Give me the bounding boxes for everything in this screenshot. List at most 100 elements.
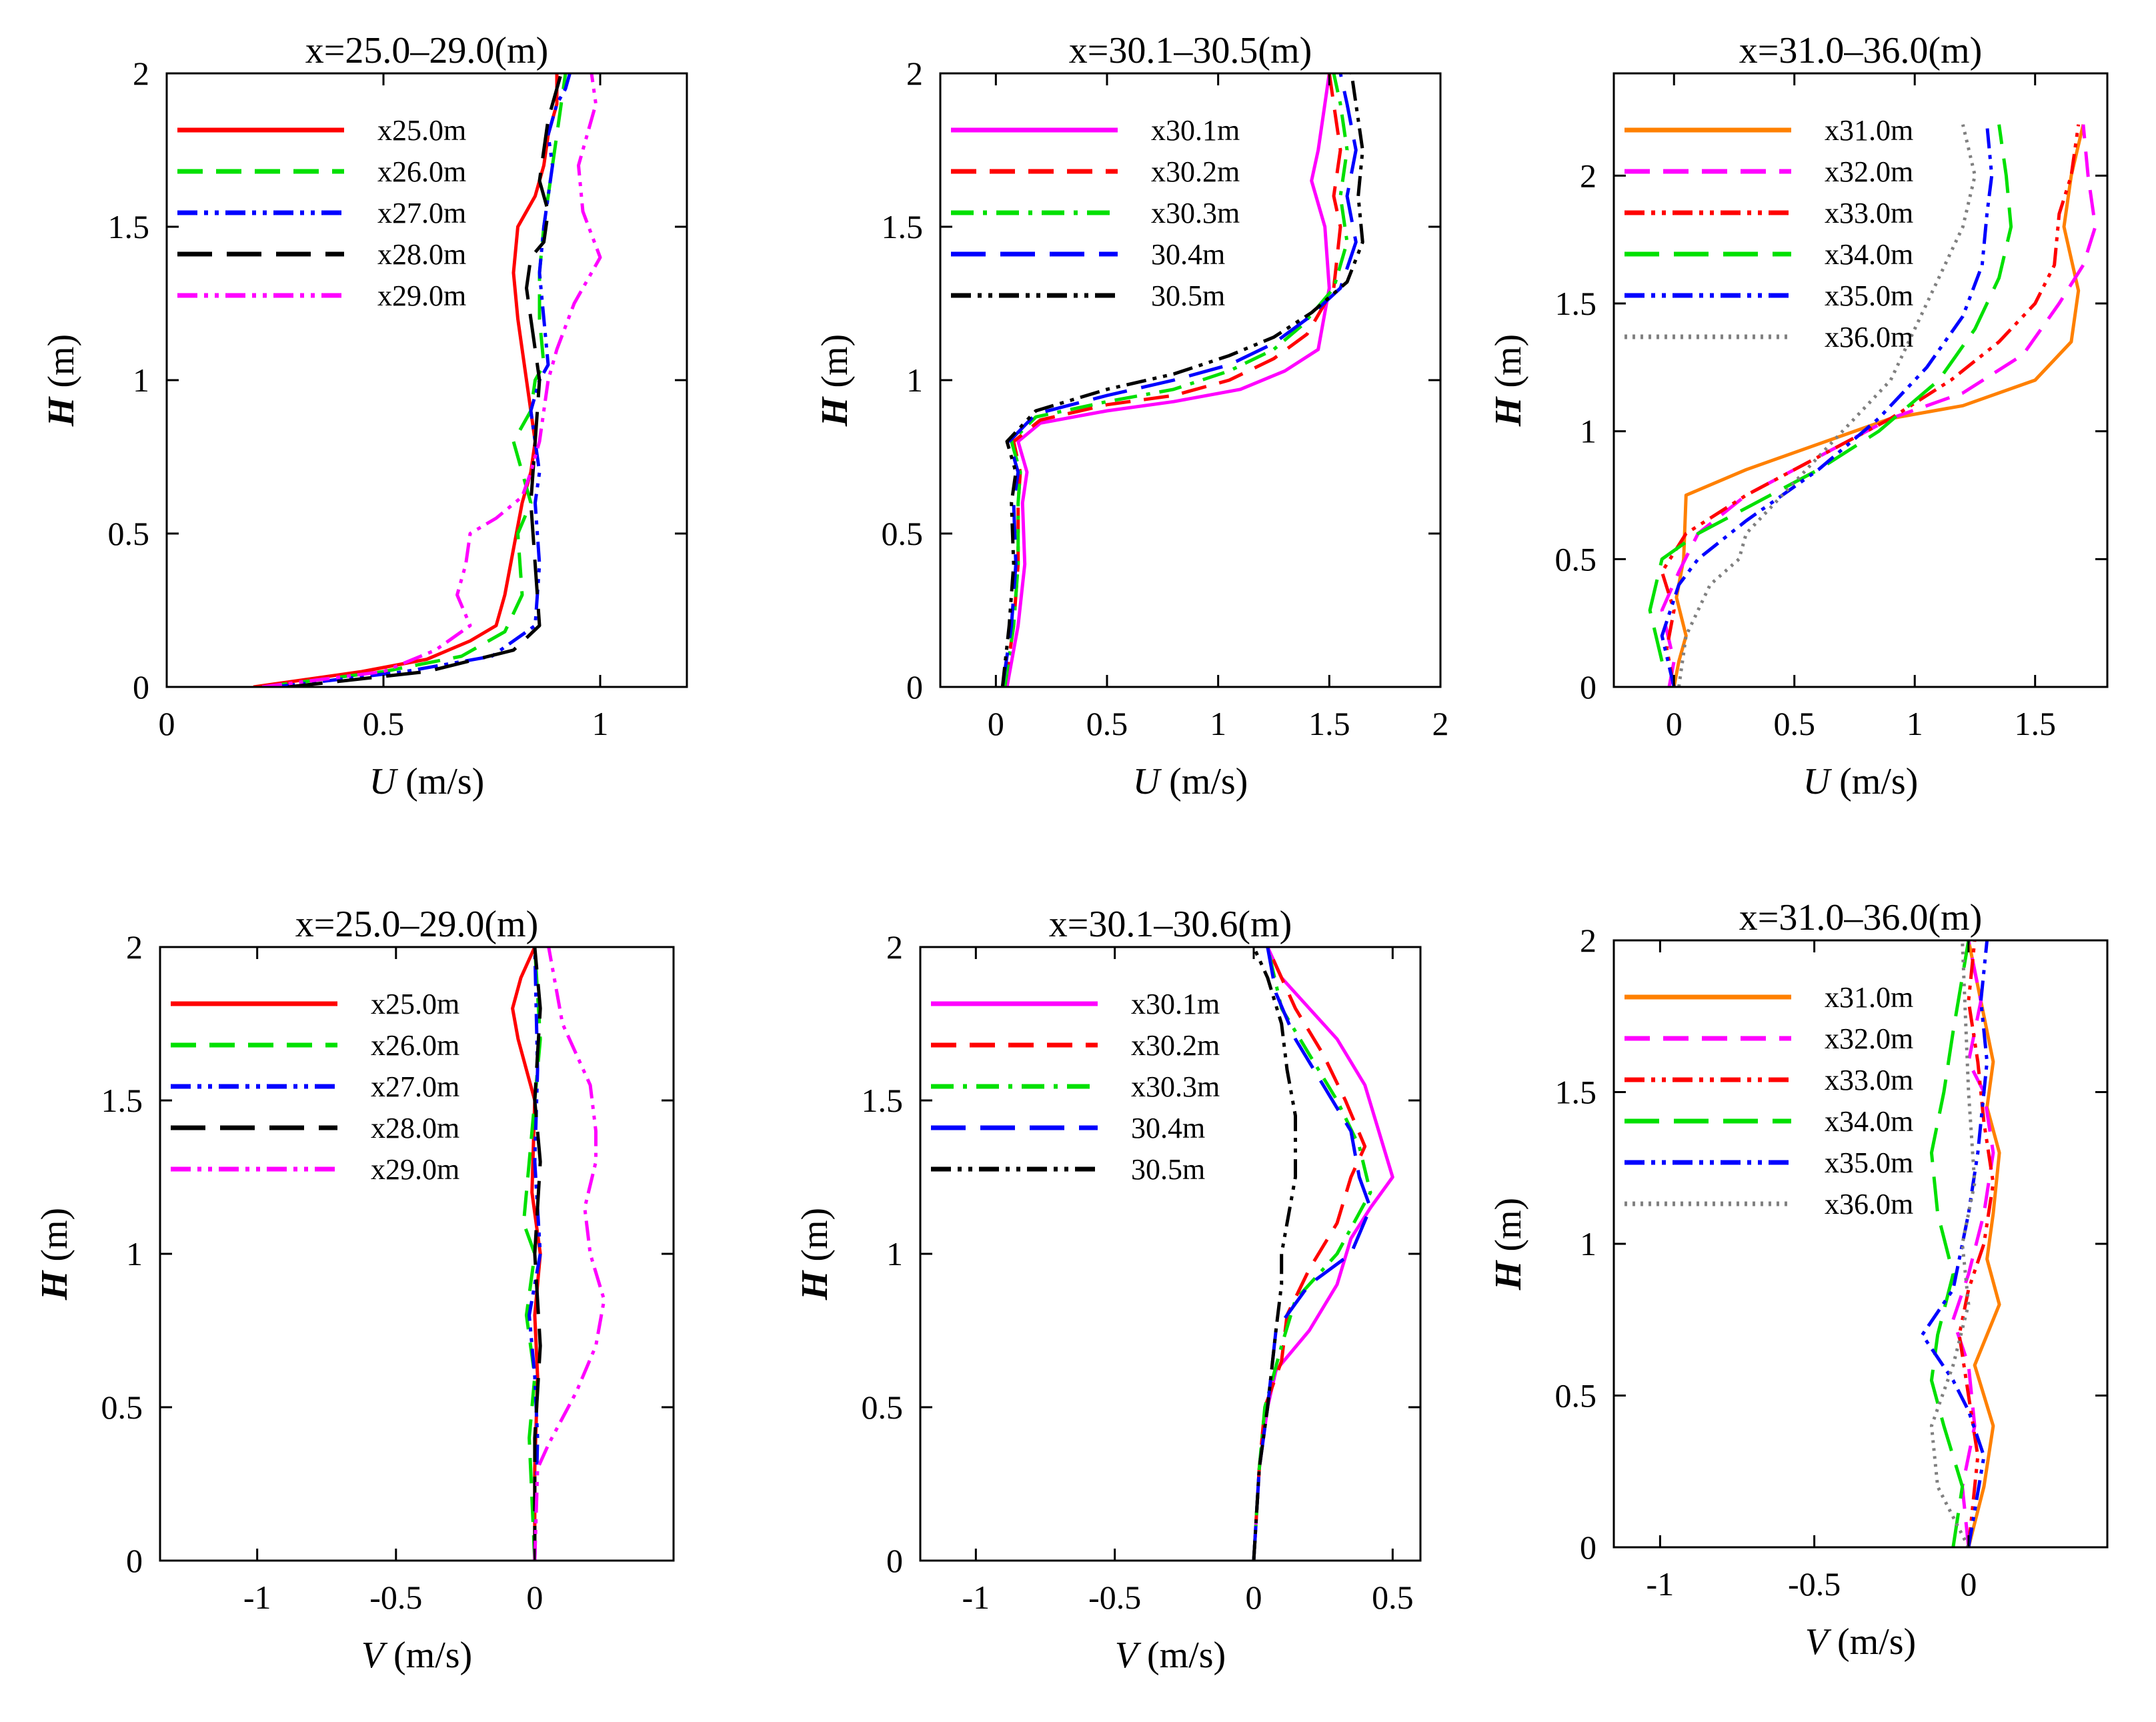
y-tick-label: 1.5	[862, 1082, 904, 1119]
series-line-30.4m	[1000, 73, 1358, 687]
x-tick-label: 1	[592, 705, 609, 742]
y-tick-label: 0	[133, 668, 149, 706]
y-tick-label: 0.5	[882, 515, 924, 552]
y-tick-label: 0.5	[1555, 540, 1597, 578]
series-line-x29.0m	[533, 947, 606, 1561]
y-tick-label: 2	[126, 928, 143, 966]
legend-label: x28.0m	[371, 1112, 459, 1144]
series-line-x30.1m	[1005, 73, 1331, 687]
panel-6: x=31.0–36.0(m) x31.0m x32.0m x33.0m x34.0m x3…	[1488, 897, 2109, 1663]
legend-label: 30.5m	[1151, 279, 1225, 312]
x-axis-label: U (m/s)	[1803, 761, 1919, 802]
x-tick-label: 0	[526, 1579, 543, 1616]
series-line-x27.0m	[275, 73, 572, 687]
y-axis-label: H (m)	[1488, 1198, 1529, 1290]
series-line-x34.0m	[1648, 124, 2013, 662]
x-tick-label: 0	[1246, 1579, 1262, 1616]
chart-title: x=25.0–29.0(m)	[305, 30, 548, 71]
series-line-x31.0m	[1967, 940, 2001, 1547]
x-tick-label: 0.5	[1773, 705, 1815, 742]
x-tick-label: 1.5	[2014, 705, 2056, 742]
chart-title: x=25.0–29.0(m)	[295, 904, 538, 945]
x-tick-label: -0.5	[369, 1579, 422, 1616]
y-tick-label: 0	[906, 668, 923, 706]
chart-title: x=31.0–36.0(m)	[1739, 897, 1982, 938]
legend-label: x29.0m	[371, 1153, 459, 1186]
series-line-x28.0m	[533, 947, 542, 1561]
x-tick-label: -1	[962, 1579, 990, 1616]
y-tick-label: 0	[1580, 1529, 1596, 1566]
x-tick-label: -1	[1647, 1565, 1675, 1603]
y-tick-label: 1	[1580, 1225, 1596, 1262]
series-line-x35.0m	[1921, 940, 1989, 1547]
legend-label: x25.0m	[371, 988, 459, 1020]
legend-label: x34.0m	[1825, 1105, 1913, 1138]
legend-label: x30.2m	[1151, 155, 1240, 188]
legend-label: x29.0m	[377, 279, 466, 312]
y-tick-label: 1.5	[1555, 1074, 1597, 1111]
x-tick-label: -0.5	[1788, 1565, 1841, 1603]
legend-label: x30.3m	[1151, 197, 1240, 229]
legend-label: 30.4m	[1131, 1112, 1205, 1144]
chart-title: x=30.1–30.6(m)	[1049, 904, 1292, 945]
legend-label: x33.0m	[1825, 197, 1913, 229]
series-line-x36.0m	[1929, 940, 1977, 1547]
legend-label: x34.0m	[1825, 238, 1913, 271]
x-tick-label: 0.5	[363, 705, 405, 742]
y-tick-label: 0.5	[108, 515, 150, 552]
series-line-x34.0m	[1929, 940, 1971, 1547]
y-tick-label: 1	[1580, 413, 1596, 450]
series-line-x30.2m	[1003, 73, 1342, 687]
series-line-x30.1m	[1252, 947, 1394, 1561]
legend-label: x28.0m	[377, 238, 466, 271]
legend-label: x33.0m	[1825, 1064, 1913, 1096]
legend-label: 30.5m	[1131, 1153, 1205, 1186]
y-tick-label: 1	[133, 361, 149, 399]
x-tick-label: 0	[1666, 705, 1683, 742]
y-tick-label: 1	[906, 361, 923, 399]
chart-title: x=31.0–36.0(m)	[1739, 30, 1982, 71]
x-tick-label: 1	[1907, 705, 1923, 742]
series-line-x29.0m	[261, 73, 602, 687]
panel-3: x=31.0–36.0(m) x31.0m x32.0m x33.0m x34.0m x3…	[1488, 30, 2109, 802]
series-line-x30.2m	[1252, 947, 1367, 1561]
series-line-x33.0m	[1660, 124, 2081, 687]
x-axis-label: V (m/s)	[1805, 1621, 1916, 1663]
y-tick-label: 0	[886, 1542, 903, 1579]
x-tick-label: 0	[1960, 1565, 1977, 1603]
legend-label: x35.0m	[1825, 279, 1913, 312]
legend-label: x31.0m	[1825, 981, 1913, 1014]
legend-label: x26.0m	[377, 155, 466, 188]
x-tick-label: 1	[1210, 705, 1226, 742]
y-axis-label: H (m)	[34, 1208, 75, 1301]
legend-label: x30.3m	[1131, 1070, 1220, 1103]
legend-label: x30.2m	[1131, 1029, 1220, 1062]
y-axis-label: H (m)	[41, 334, 82, 427]
x-axis-label: V (m/s)	[1115, 1635, 1226, 1676]
legend-label: x26.0m	[371, 1029, 459, 1062]
panel-5: x=30.1–30.6(m) x30.1m x30.2m x30.3m 30.4m 30.…	[794, 904, 1422, 1676]
x-tick-label: 0.5	[1372, 1579, 1414, 1616]
legend-label: x30.1m	[1131, 988, 1220, 1020]
plot-frame	[1612, 72, 2109, 688]
y-tick-label: 1.5	[101, 1082, 143, 1119]
y-tick-label: 0.5	[1555, 1377, 1597, 1415]
series-line-x36.0m	[1677, 124, 1977, 687]
series-line-30.5m	[1252, 947, 1297, 1561]
y-tick-label: 1	[126, 1235, 143, 1272]
y-tick-label: 2	[906, 55, 923, 92]
y-tick-label: 2	[1580, 157, 1596, 194]
panel-2: x=30.1–30.5(m) x30.1m x30.2m x30.3m 30.4m 30.…	[814, 30, 1449, 802]
y-tick-label: 0	[126, 1542, 143, 1579]
series-line-x30.3m	[1252, 947, 1372, 1561]
y-tick-label: 0.5	[862, 1389, 904, 1426]
series-line-x26.0m	[521, 947, 542, 1561]
legend-label: x27.0m	[377, 197, 466, 229]
legend-label: 30.4m	[1151, 238, 1225, 271]
x-tick-label: -0.5	[1088, 1579, 1141, 1616]
legend-label: x27.0m	[371, 1070, 459, 1103]
legend-label: x32.0m	[1825, 155, 1913, 188]
series-line-x35.0m	[1660, 124, 1994, 687]
y-tick-label: 1.5	[108, 208, 150, 245]
